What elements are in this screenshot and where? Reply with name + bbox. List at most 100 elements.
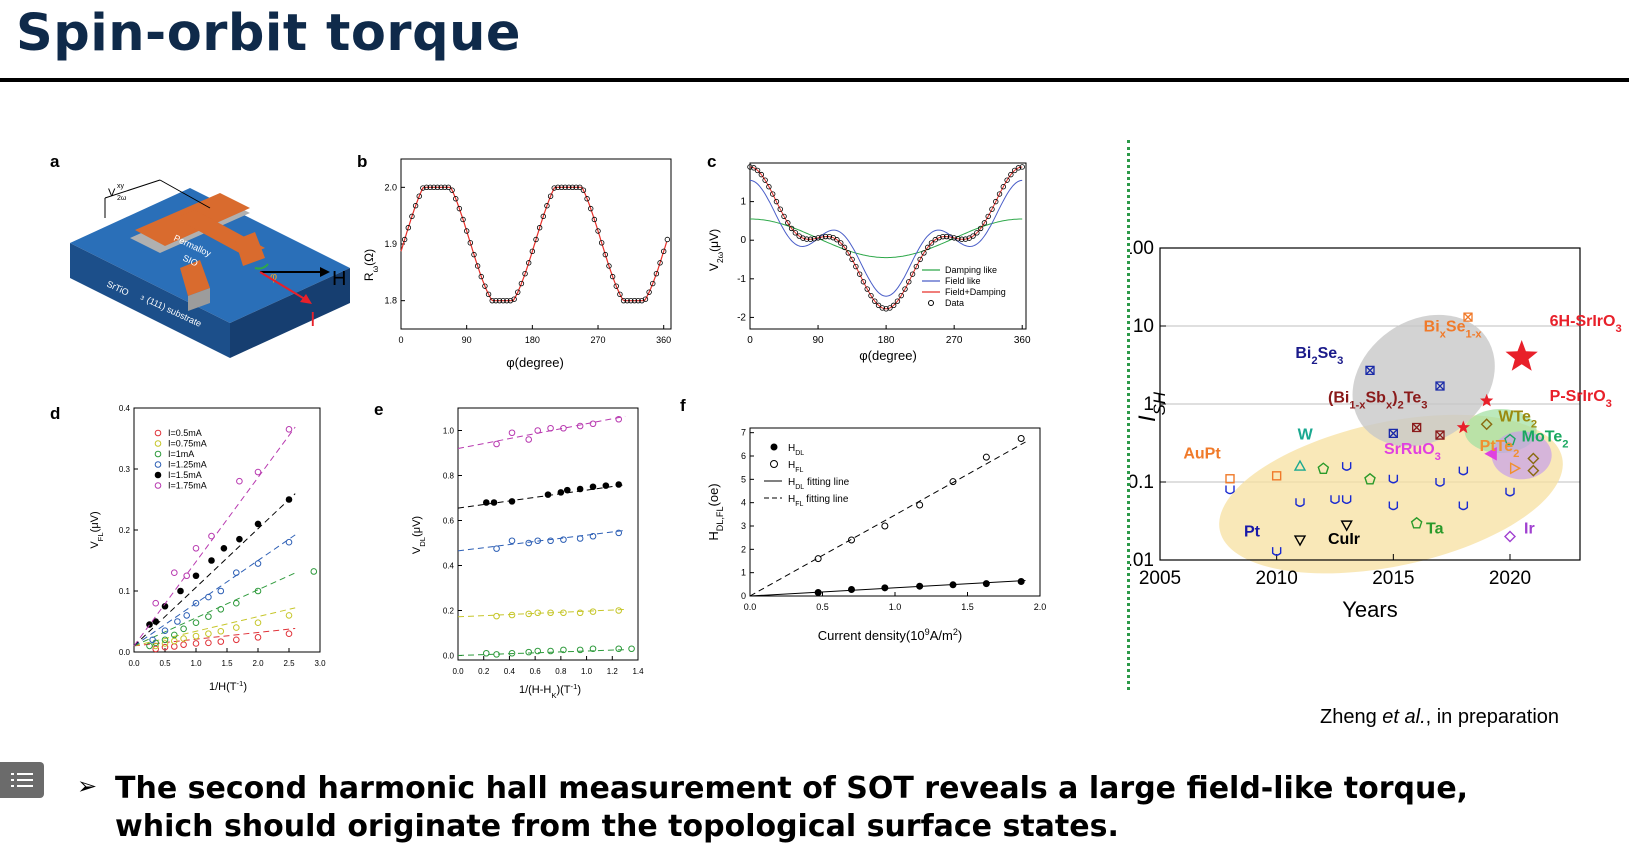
x-tick-label: 0.0: [744, 602, 757, 612]
data-point: [1000, 184, 1007, 190]
data-point: [1225, 485, 1235, 495]
data-point: [887, 305, 893, 311]
data-point: [1364, 472, 1376, 485]
data-point: [233, 636, 240, 644]
data-point: [171, 569, 178, 576]
data-point: [1011, 167, 1018, 174]
x-axis-label: 1/(H-HK)(T-1): [519, 682, 581, 700]
data-point: [777, 206, 783, 212]
citation: Zheng et al., in preparation: [1320, 706, 1559, 729]
y-tick-label: 6: [741, 451, 746, 461]
x-tick-label: 0.5: [816, 602, 829, 612]
fit-line: [133, 493, 296, 647]
data-point: [161, 636, 169, 644]
data-point: [838, 240, 844, 246]
y-tick-label: 3: [741, 521, 746, 531]
data-point: [192, 619, 200, 627]
damping-like-curve: [750, 218, 1023, 259]
y-tick-label: 0.3: [119, 465, 131, 474]
plot-frame: [400, 158, 672, 330]
data-point: [591, 216, 598, 223]
highlight-ellipse-metals: [1219, 414, 1563, 574]
data-point: [547, 647, 554, 655]
data-point: [547, 424, 554, 432]
data-point: [747, 164, 753, 170]
data-point: [508, 498, 516, 505]
field-plus-damping-curve: [749, 166, 1023, 310]
data-point: [595, 228, 601, 234]
data-point: [489, 297, 495, 304]
data-point: [985, 213, 991, 220]
data-point: [569, 184, 576, 191]
data-point: [285, 496, 293, 503]
x-axis-label: Current density(109A/m2): [818, 627, 963, 643]
data-point: [602, 482, 610, 489]
panel-separator: [1127, 140, 1130, 690]
data-point: [1458, 501, 1469, 511]
x-tick-label: 0.8: [555, 667, 567, 676]
fit-line: [133, 627, 296, 647]
data-point: [547, 609, 554, 617]
data-point: [445, 184, 452, 191]
data-point: [508, 429, 516, 437]
y-tick-label: 0.8: [443, 472, 455, 481]
chart-effective-fields: 0.0 0.5 1.0 1.5 2.0 0 1 2 3 4 5 6 7 HDL HFL HDL fitting…: [706, 427, 1046, 643]
material-label: SrRuO3: [1384, 441, 1441, 463]
data-point: [431, 184, 437, 191]
data-point: [508, 649, 516, 657]
chart-damping-like-voltage: 0.0 0.2 0.4 0.6 0.8 1.0 1.2 1.4 0.0 0.2 0.4 0.6 0.8 1…: [411, 407, 644, 700]
data-point: [951, 235, 957, 241]
data-point: [909, 271, 916, 277]
phi-label: φ: [270, 271, 277, 283]
substrate-front: [70, 243, 230, 358]
data-point: [589, 608, 597, 615]
data-point: [584, 196, 590, 202]
data-point: [1004, 177, 1010, 183]
x-tick-label: 0.0: [128, 659, 140, 668]
data-point: [254, 587, 262, 595]
data-point: [285, 630, 293, 637]
data-point: [460, 216, 466, 223]
x-tick-label: 1.4: [632, 667, 644, 676]
y-tick-label: 0.6: [443, 517, 455, 526]
data-point: [576, 609, 584, 617]
data-point: [171, 631, 178, 639]
data-point: [879, 305, 886, 311]
data-point: [589, 645, 597, 653]
data-point: [401, 236, 408, 243]
data-point: [161, 640, 169, 647]
data-point: [525, 648, 533, 656]
data-point: [1435, 430, 1445, 440]
data-point: [989, 206, 995, 212]
legend-label: HDL fitting line: [788, 477, 850, 491]
data-point: [217, 587, 225, 595]
data-point: [974, 230, 980, 236]
data-point: [628, 297, 634, 304]
x-tick-label: 1.5: [221, 659, 233, 668]
data-point: [1505, 340, 1538, 371]
data-point: [615, 645, 623, 653]
x-tick-label: 2.0: [252, 659, 264, 668]
data-point: [551, 185, 557, 191]
data-point: [547, 193, 554, 199]
y-axis-label: V2ω(μV): [707, 229, 725, 271]
data-point: [841, 244, 848, 251]
y-tick-label: 7: [741, 428, 746, 438]
data-point: [1365, 365, 1375, 376]
data-point: [1527, 464, 1540, 477]
data-point: [192, 599, 200, 607]
data-point: [872, 298, 878, 304]
data-point: [1509, 462, 1522, 475]
data-point: [217, 638, 225, 645]
slide-menu-button[interactable]: [0, 762, 44, 798]
legend-marker: [928, 300, 934, 306]
data-point: [152, 618, 159, 625]
y-tick-label: 0.2: [119, 526, 131, 535]
data-point: [493, 612, 500, 620]
data-point: [544, 491, 552, 498]
y-tick-label: 0: [740, 235, 746, 246]
data-point: [781, 213, 787, 220]
current-arrow-head: [300, 294, 312, 304]
data-point: [493, 297, 499, 304]
data-point: [405, 225, 411, 231]
